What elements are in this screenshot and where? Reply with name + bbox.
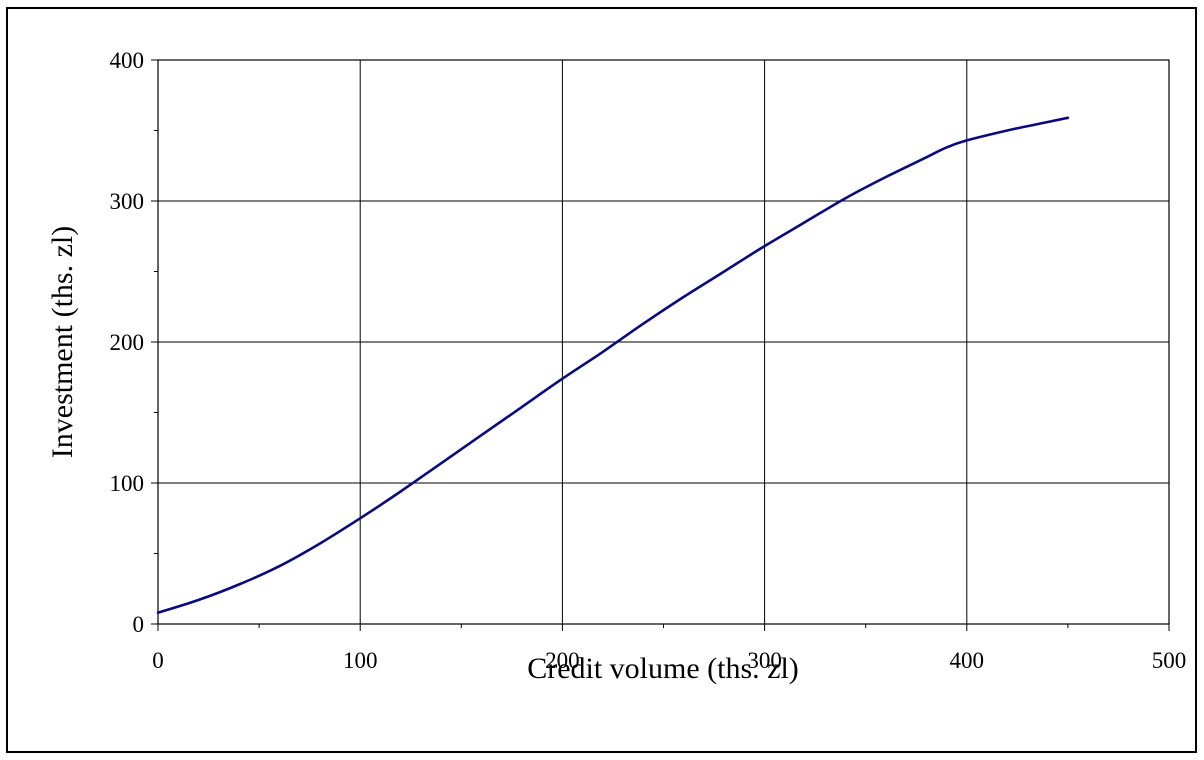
y-tick-label: 200 bbox=[110, 330, 145, 355]
x-tick-label: 300 bbox=[747, 648, 782, 673]
y-tick-labels: 0 100 200 300 400 bbox=[110, 48, 145, 637]
x-tick-label: 100 bbox=[343, 648, 378, 673]
y-tick-label: 100 bbox=[110, 471, 145, 496]
series-layer bbox=[156, 116, 1070, 614]
x-tick-label: 500 bbox=[1152, 648, 1187, 673]
x-tick-label: 200 bbox=[545, 648, 580, 673]
x-axis-title: Credit volume (ths. zl) bbox=[527, 652, 799, 685]
x-tick-label: 0 bbox=[152, 648, 164, 673]
x-tick-labels: 0 100 200 300 400 500 bbox=[152, 648, 1186, 673]
y-axis-title: Investment (ths. zl) bbox=[46, 226, 79, 458]
y-tick-label: 0 bbox=[133, 612, 145, 637]
y-tick-label: 300 bbox=[110, 189, 145, 214]
series-line bbox=[156, 116, 1070, 614]
x-tick-label: 400 bbox=[950, 648, 985, 673]
gridlines bbox=[158, 60, 1169, 624]
y-tick-label: 400 bbox=[110, 48, 145, 73]
axis-ticks bbox=[151, 59, 1170, 631]
